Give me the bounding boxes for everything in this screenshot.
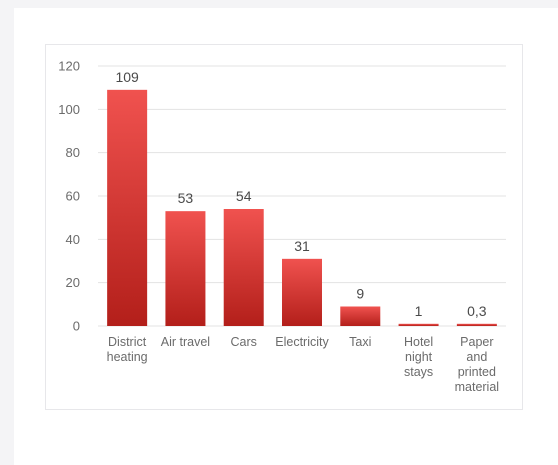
y-tick-label: 120	[58, 59, 80, 74]
bar	[340, 306, 381, 326]
y-tick-label: 40	[66, 232, 80, 247]
bars	[107, 89, 497, 326]
y-tick-label: 20	[66, 275, 80, 290]
bar	[223, 209, 264, 326]
y-tick-label: 0	[73, 319, 80, 334]
value-label: 0,3	[467, 303, 487, 319]
category-label: Cars	[231, 335, 257, 349]
value-label: 54	[236, 188, 252, 204]
bar-chart-card: 0 20 40 60 80 100 120 109 53 54 31 9 1 0,3 District h…	[45, 44, 523, 410]
y-tick-label: 100	[58, 102, 80, 117]
bar	[282, 258, 322, 326]
bar-chart: 0 20 40 60 80 100 120 109 53 54 31 9 1 0,3 District h…	[58, 59, 506, 394]
y-tick-label: 80	[66, 145, 80, 160]
y-axis-ticks: 0 20 40 60 80 100 120	[58, 59, 80, 334]
value-label: 9	[356, 286, 364, 302]
bar	[165, 211, 206, 326]
bar	[456, 323, 497, 326]
category-label: Electricity	[275, 335, 329, 349]
value-label: 109	[115, 69, 139, 85]
category-label: Hotel night stays	[404, 335, 433, 379]
category-labels: District heating Air travel Cars Electricity…	[107, 335, 499, 394]
bar	[398, 323, 439, 326]
value-label: 31	[294, 238, 310, 254]
category-label: Air travel	[161, 335, 210, 349]
value-label: 53	[178, 190, 194, 206]
category-label: District heating	[107, 335, 148, 364]
y-tick-label: 60	[66, 189, 80, 204]
bar	[107, 89, 148, 326]
category-label: Paper and printed material	[455, 335, 499, 394]
value-labels: 109 53 54 31 9 1 0,3	[115, 69, 486, 319]
value-label: 1	[415, 303, 423, 319]
category-label: Taxi	[349, 335, 371, 349]
